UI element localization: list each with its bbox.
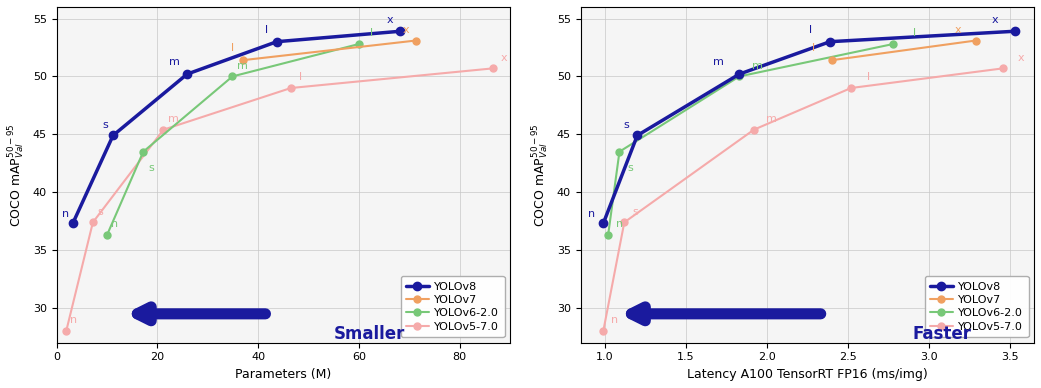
Y-axis label: COCO mAP$^{50-95}_{Val}$: COCO mAP$^{50-95}_{Val}$ bbox=[7, 123, 27, 227]
YOLOv5-7.0 bbox=[60, 329, 73, 334]
YOLOv5-7.0 bbox=[487, 66, 500, 71]
YOLOv6-2.0 bbox=[101, 233, 113, 237]
Text: s: s bbox=[628, 163, 634, 173]
Text: m: m bbox=[752, 61, 763, 71]
Text: l: l bbox=[370, 28, 373, 38]
YOLOv6-2.0 bbox=[137, 149, 150, 154]
YOLOv8 bbox=[596, 221, 609, 226]
YOLOv6-2.0 bbox=[733, 74, 745, 79]
YOLOv5-7.0 bbox=[747, 127, 760, 132]
YOLOv8 bbox=[181, 72, 194, 76]
Line: YOLOv7: YOLOv7 bbox=[829, 37, 980, 64]
Text: x: x bbox=[1018, 52, 1024, 62]
Line: YOLOv6-2.0: YOLOv6-2.0 bbox=[103, 40, 362, 239]
Text: s: s bbox=[103, 120, 108, 130]
Text: x: x bbox=[501, 52, 507, 62]
Text: s: s bbox=[98, 206, 103, 217]
Text: l: l bbox=[913, 28, 916, 38]
YOLOv7 bbox=[409, 38, 422, 43]
YOLOv6-2.0 bbox=[602, 233, 614, 237]
YOLOv5-7.0 bbox=[618, 220, 631, 225]
Legend: YOLOv8, YOLOv7, YOLOv6-2.0, YOLOv5-7.0: YOLOv8, YOLOv7, YOLOv6-2.0, YOLOv5-7.0 bbox=[924, 276, 1029, 337]
YOLOv6-2.0 bbox=[887, 42, 899, 46]
YOLOv5-7.0 bbox=[86, 220, 99, 225]
YOLOv6-2.0 bbox=[613, 149, 626, 154]
YOLOv8 bbox=[271, 39, 283, 44]
Text: s: s bbox=[633, 206, 638, 217]
Text: l: l bbox=[300, 72, 303, 82]
Text: l: l bbox=[867, 72, 870, 82]
YOLOv8 bbox=[631, 133, 643, 138]
Text: m: m bbox=[713, 57, 723, 67]
Text: n: n bbox=[588, 209, 595, 219]
Text: m: m bbox=[237, 61, 248, 71]
YOLOv5-7.0 bbox=[997, 66, 1010, 71]
YOLOv8 bbox=[393, 29, 406, 34]
Text: x: x bbox=[955, 25, 961, 35]
YOLOv7 bbox=[826, 58, 838, 62]
Text: n: n bbox=[70, 315, 77, 326]
YOLOv5-7.0 bbox=[284, 86, 297, 90]
Text: m: m bbox=[169, 57, 180, 67]
YOLOv8 bbox=[1009, 29, 1021, 34]
YOLOv8 bbox=[733, 72, 745, 76]
Text: x: x bbox=[387, 16, 393, 26]
Line: YOLOv6-2.0: YOLOv6-2.0 bbox=[605, 40, 896, 239]
Text: l: l bbox=[231, 43, 234, 53]
Line: YOLOv7: YOLOv7 bbox=[239, 37, 420, 64]
Text: x: x bbox=[403, 25, 409, 35]
Text: l: l bbox=[809, 25, 812, 35]
Y-axis label: COCO mAP$^{50-95}_{Val}$: COCO mAP$^{50-95}_{Val}$ bbox=[531, 123, 551, 227]
YOLOv7 bbox=[236, 58, 249, 62]
YOLOv7 bbox=[969, 38, 982, 43]
Text: l: l bbox=[812, 43, 815, 53]
Line: YOLOv8: YOLOv8 bbox=[69, 27, 404, 228]
Text: m: m bbox=[766, 114, 778, 124]
Text: x: x bbox=[992, 16, 998, 26]
Text: s: s bbox=[148, 163, 154, 173]
Text: n: n bbox=[616, 219, 623, 229]
X-axis label: Latency A100 TensorRT FP16 (ms/img): Latency A100 TensorRT FP16 (ms/img) bbox=[687, 368, 928, 381]
Text: s: s bbox=[624, 120, 629, 130]
Text: m: m bbox=[168, 114, 179, 124]
YOLOv6-2.0 bbox=[353, 42, 365, 46]
X-axis label: Parameters (M): Parameters (M) bbox=[235, 368, 331, 381]
YOLOv6-2.0 bbox=[226, 74, 238, 79]
Line: YOLOv5-7.0: YOLOv5-7.0 bbox=[62, 65, 497, 335]
Text: Faster: Faster bbox=[913, 324, 971, 343]
Text: n: n bbox=[61, 209, 69, 219]
YOLOv5-7.0 bbox=[845, 86, 858, 90]
Text: n: n bbox=[611, 315, 618, 326]
YOLOv8 bbox=[823, 39, 836, 44]
Line: YOLOv5-7.0: YOLOv5-7.0 bbox=[600, 65, 1007, 335]
YOLOv5-7.0 bbox=[596, 329, 609, 334]
Text: l: l bbox=[265, 25, 269, 35]
YOLOv5-7.0 bbox=[157, 127, 170, 132]
YOLOv8 bbox=[107, 133, 120, 138]
Line: YOLOv8: YOLOv8 bbox=[599, 27, 1019, 228]
Text: n: n bbox=[111, 219, 118, 229]
Text: Smaller: Smaller bbox=[334, 324, 405, 343]
Legend: YOLOv8, YOLOv7, YOLOv6-2.0, YOLOv5-7.0: YOLOv8, YOLOv7, YOLOv6-2.0, YOLOv5-7.0 bbox=[401, 276, 505, 337]
YOLOv8 bbox=[67, 221, 79, 226]
